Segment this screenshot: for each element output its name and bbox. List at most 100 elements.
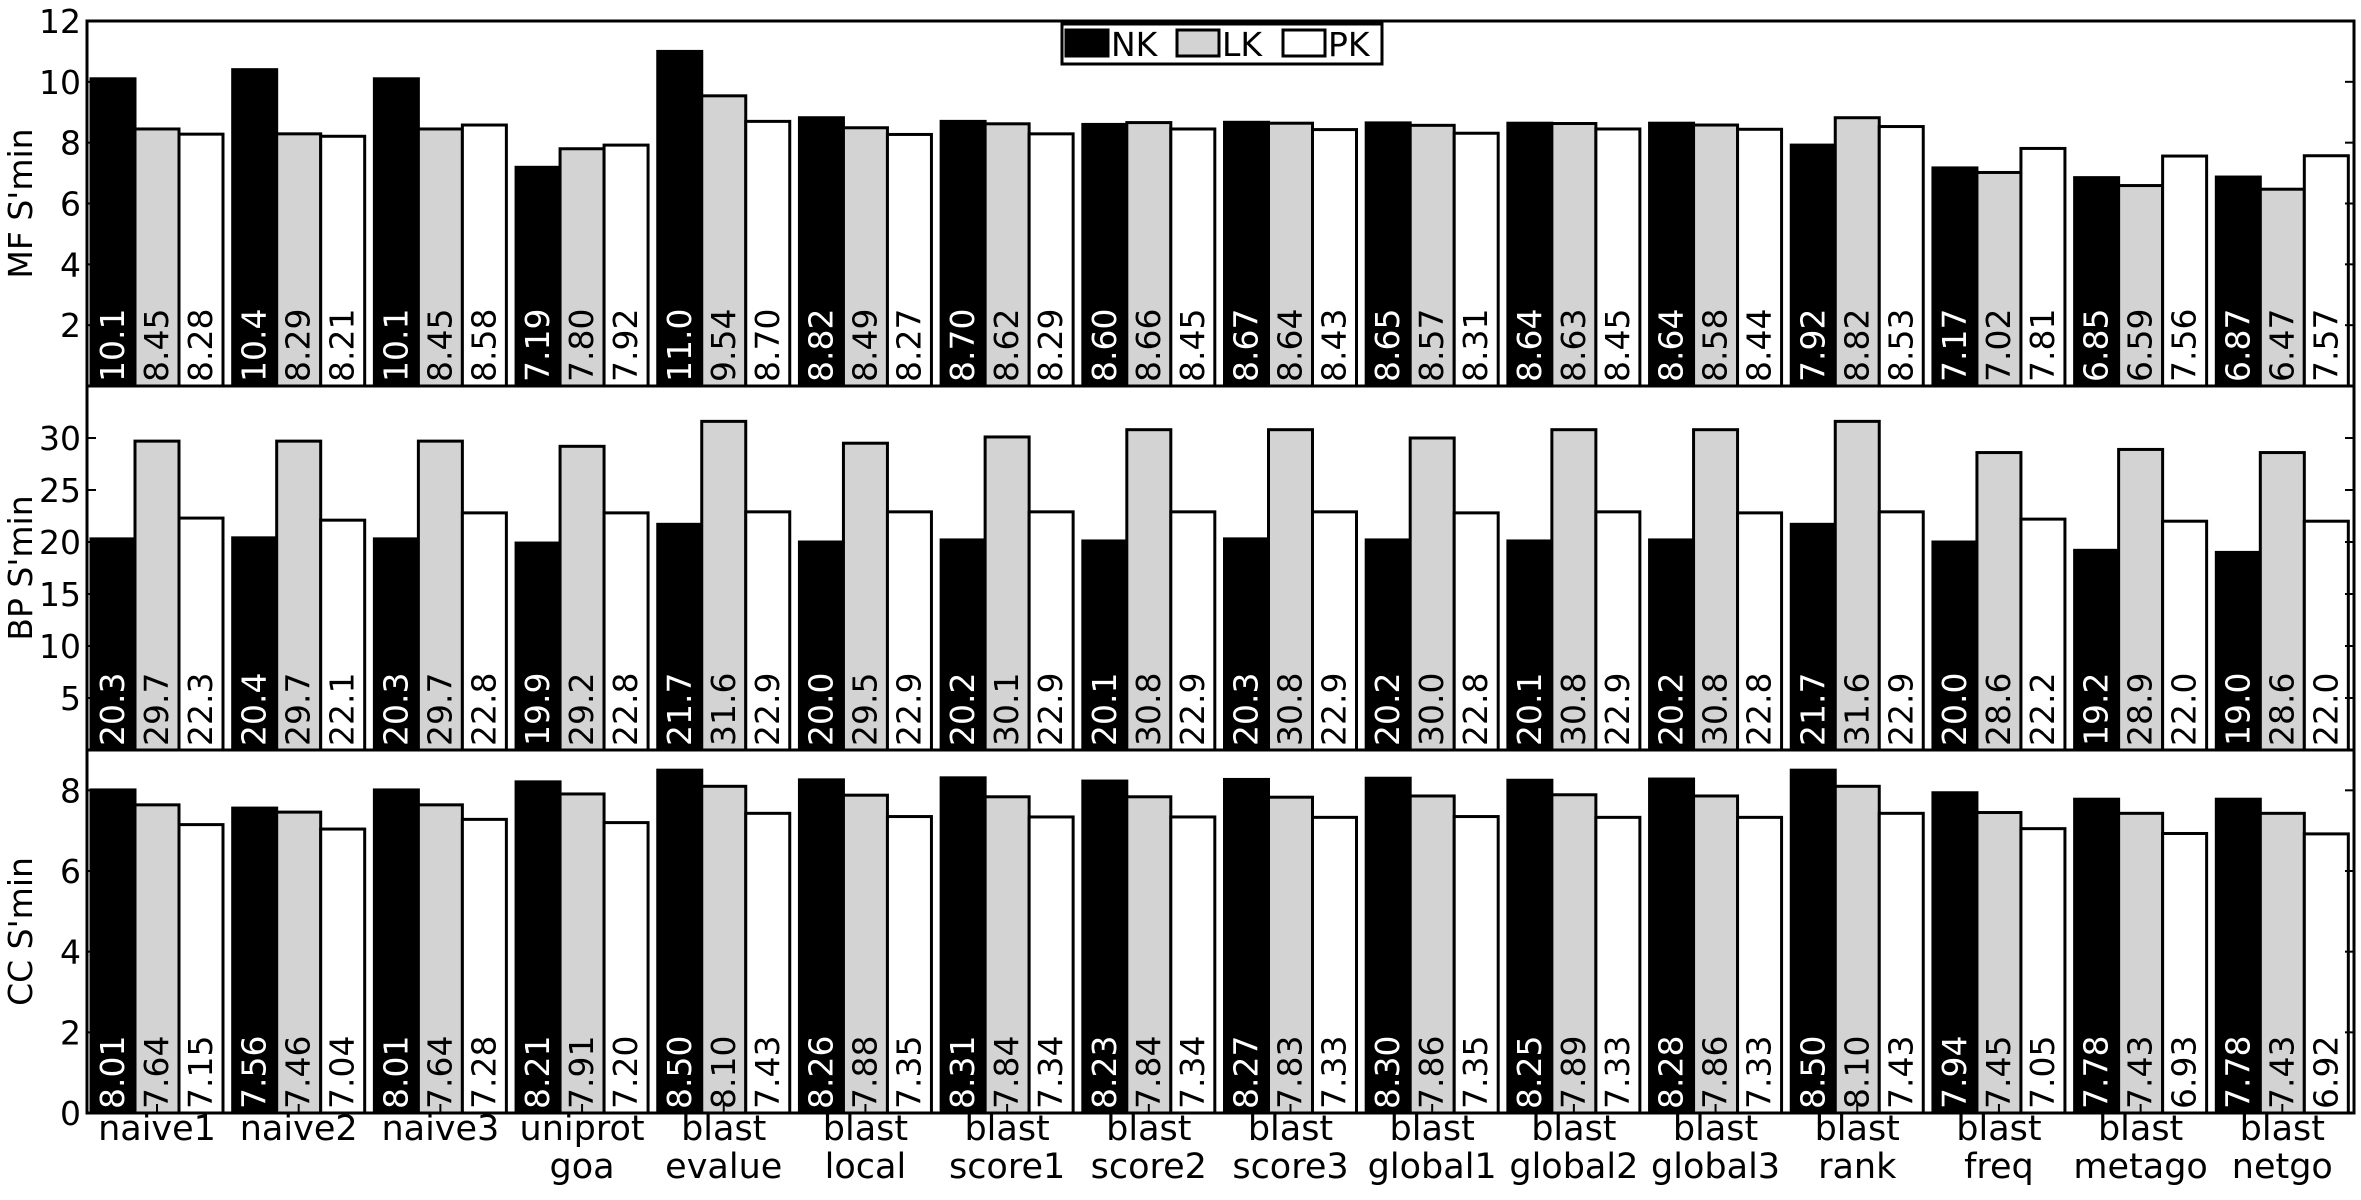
bar-pk-15 (2161, 519, 2209, 752)
value-label-nk-4: 7.19 (518, 309, 557, 382)
y-tick-label: 10 (39, 63, 81, 102)
value-label-pk-9: 22.9 (1315, 673, 1354, 746)
value-label-nk-13: 7.92 (1793, 309, 1832, 382)
value-label-pk-1: 22.3 (181, 673, 220, 746)
value-label-pk-10: 7.35 (1456, 1036, 1495, 1109)
panel-2: 20.3 20.4 20.3 19.9 21.7 20.0 20.2 20.1 20.3 20.2… (1, 384, 2356, 752)
y-tick-label: 12 (39, 2, 81, 41)
bar-nk-16 (2214, 797, 2262, 1115)
value-label-nk-10: 8.65 (1368, 309, 1407, 382)
bar-pk-12 (1736, 511, 1784, 752)
value-label-nk-1: 20.3 (93, 673, 132, 746)
bar-nk-7 (939, 538, 987, 752)
bar-lk-14 (1975, 451, 2023, 752)
value-label-pk-9: 8.43 (1315, 309, 1354, 382)
x-tick-label: blast (1956, 1109, 2041, 1149)
y-tick-label: 6 (60, 185, 81, 224)
x-tick-label: freq (1964, 1147, 2034, 1187)
value-label-pk-7: 7.34 (1031, 1036, 1070, 1109)
value-label-pk-16: 7.57 (2306, 309, 2345, 382)
legend-label-lk: LK (1222, 25, 1263, 64)
legend-swatch-pk (1281, 28, 1327, 58)
value-label-pk-6: 7.35 (889, 1036, 928, 1109)
value-label-lk-13: 31.6 (1837, 673, 1876, 746)
bar-pk-1 (177, 132, 225, 388)
bar-pk-5 (744, 510, 792, 752)
value-label-pk-14: 22.2 (2023, 673, 2062, 746)
x-tick-label: score2 (1091, 1147, 1207, 1187)
value-label-nk-14: 7.94 (1935, 1036, 1974, 1109)
value-label-nk-6: 8.82 (801, 309, 840, 382)
value-label-lk-15: 7.43 (2121, 1036, 2160, 1109)
value-label-nk-14: 7.17 (1935, 309, 1974, 382)
x-tick-label: uniprot (520, 1109, 645, 1149)
value-label-pk-2: 7.04 (323, 1036, 362, 1109)
value-label-lk-5: 8.10 (704, 1036, 743, 1109)
value-label-pk-8: 22.9 (1173, 673, 1212, 746)
y-tick-label: 8 (60, 124, 81, 163)
value-label-nk-15: 7.78 (2077, 1036, 2116, 1109)
bar-pk-16 (2302, 154, 2350, 388)
value-label-lk-12: 30.8 (1696, 673, 1735, 746)
value-label-nk-8: 8.23 (1085, 1036, 1124, 1109)
bar-nk-3 (372, 788, 420, 1115)
bar-pk-1 (177, 516, 225, 752)
value-label-lk-5: 9.54 (704, 309, 743, 382)
x-tick-label: blast (1106, 1109, 1191, 1149)
bar-lk-13 (1833, 784, 1881, 1115)
value-label-nk-16: 19.0 (2218, 673, 2257, 746)
x-tick-label: goa (550, 1147, 615, 1187)
value-label-pk-10: 8.31 (1456, 309, 1495, 382)
bar-pk-14 (2019, 517, 2067, 752)
value-label-nk-7: 8.70 (943, 309, 982, 382)
value-label-pk-14: 7.05 (2023, 1036, 2062, 1109)
bar-pk-10 (1452, 511, 1500, 752)
value-label-nk-6: 20.0 (801, 673, 840, 746)
value-label-nk-11: 20.1 (1510, 673, 1549, 746)
value-label-nk-10: 20.2 (1368, 673, 1407, 746)
value-label-nk-2: 7.56 (235, 1036, 274, 1109)
value-label-lk-15: 6.59 (2121, 309, 2160, 382)
bar-lk-2 (275, 132, 323, 388)
x-tick-label: global1 (1368, 1147, 1497, 1187)
value-label-pk-7: 22.9 (1031, 673, 1070, 746)
value-label-nk-8: 20.1 (1085, 673, 1124, 746)
value-label-nk-5: 21.7 (660, 673, 699, 746)
bar-nk-6 (797, 540, 845, 752)
value-label-lk-5: 31.6 (704, 673, 743, 746)
value-label-nk-2: 10.4 (235, 309, 274, 382)
value-label-pk-11: 7.33 (1598, 1036, 1637, 1109)
y-tick-label: 5 (60, 679, 81, 718)
bar-lk-3 (416, 127, 464, 388)
x-tick-label: blast (2240, 1109, 2325, 1149)
value-label-nk-5: 11.0 (660, 309, 699, 382)
value-label-pk-5: 7.43 (748, 1036, 787, 1109)
value-label-lk-1: 7.64 (137, 1036, 176, 1109)
value-label-pk-12: 22.8 (1740, 673, 1779, 746)
x-tick-label: score1 (949, 1147, 1065, 1187)
chart-legend: NK LK PK (1060, 22, 1384, 66)
x-tick-label: metago (2073, 1147, 2207, 1187)
bar-nk-10 (1364, 776, 1412, 1115)
bar-nk-11 (1506, 778, 1554, 1115)
y-axis-label: MF S'min (1, 128, 40, 278)
value-label-nk-8: 8.60 (1085, 309, 1124, 382)
value-label-lk-7: 7.84 (987, 1036, 1026, 1109)
bar-pk-5 (744, 811, 792, 1115)
value-label-lk-2: 7.46 (279, 1036, 318, 1109)
y-tick-label: 25 (39, 471, 81, 510)
value-label-pk-12: 8.44 (1740, 309, 1779, 382)
value-label-lk-16: 7.43 (2262, 1036, 2301, 1109)
value-label-pk-6: 8.27 (889, 309, 928, 382)
value-label-pk-13: 8.53 (1881, 309, 1920, 382)
legend-label-pk: PK (1328, 25, 1371, 64)
value-label-nk-4: 8.21 (518, 1036, 557, 1109)
value-label-pk-10: 22.8 (1456, 673, 1495, 746)
value-label-lk-12: 8.58 (1696, 309, 1735, 382)
value-label-nk-13: 21.7 (1793, 673, 1832, 746)
bar-pk-14 (2019, 146, 2067, 388)
value-label-pk-4: 7.92 (606, 309, 645, 382)
bar-lk-13 (1833, 419, 1881, 752)
value-label-pk-6: 22.9 (889, 673, 928, 746)
